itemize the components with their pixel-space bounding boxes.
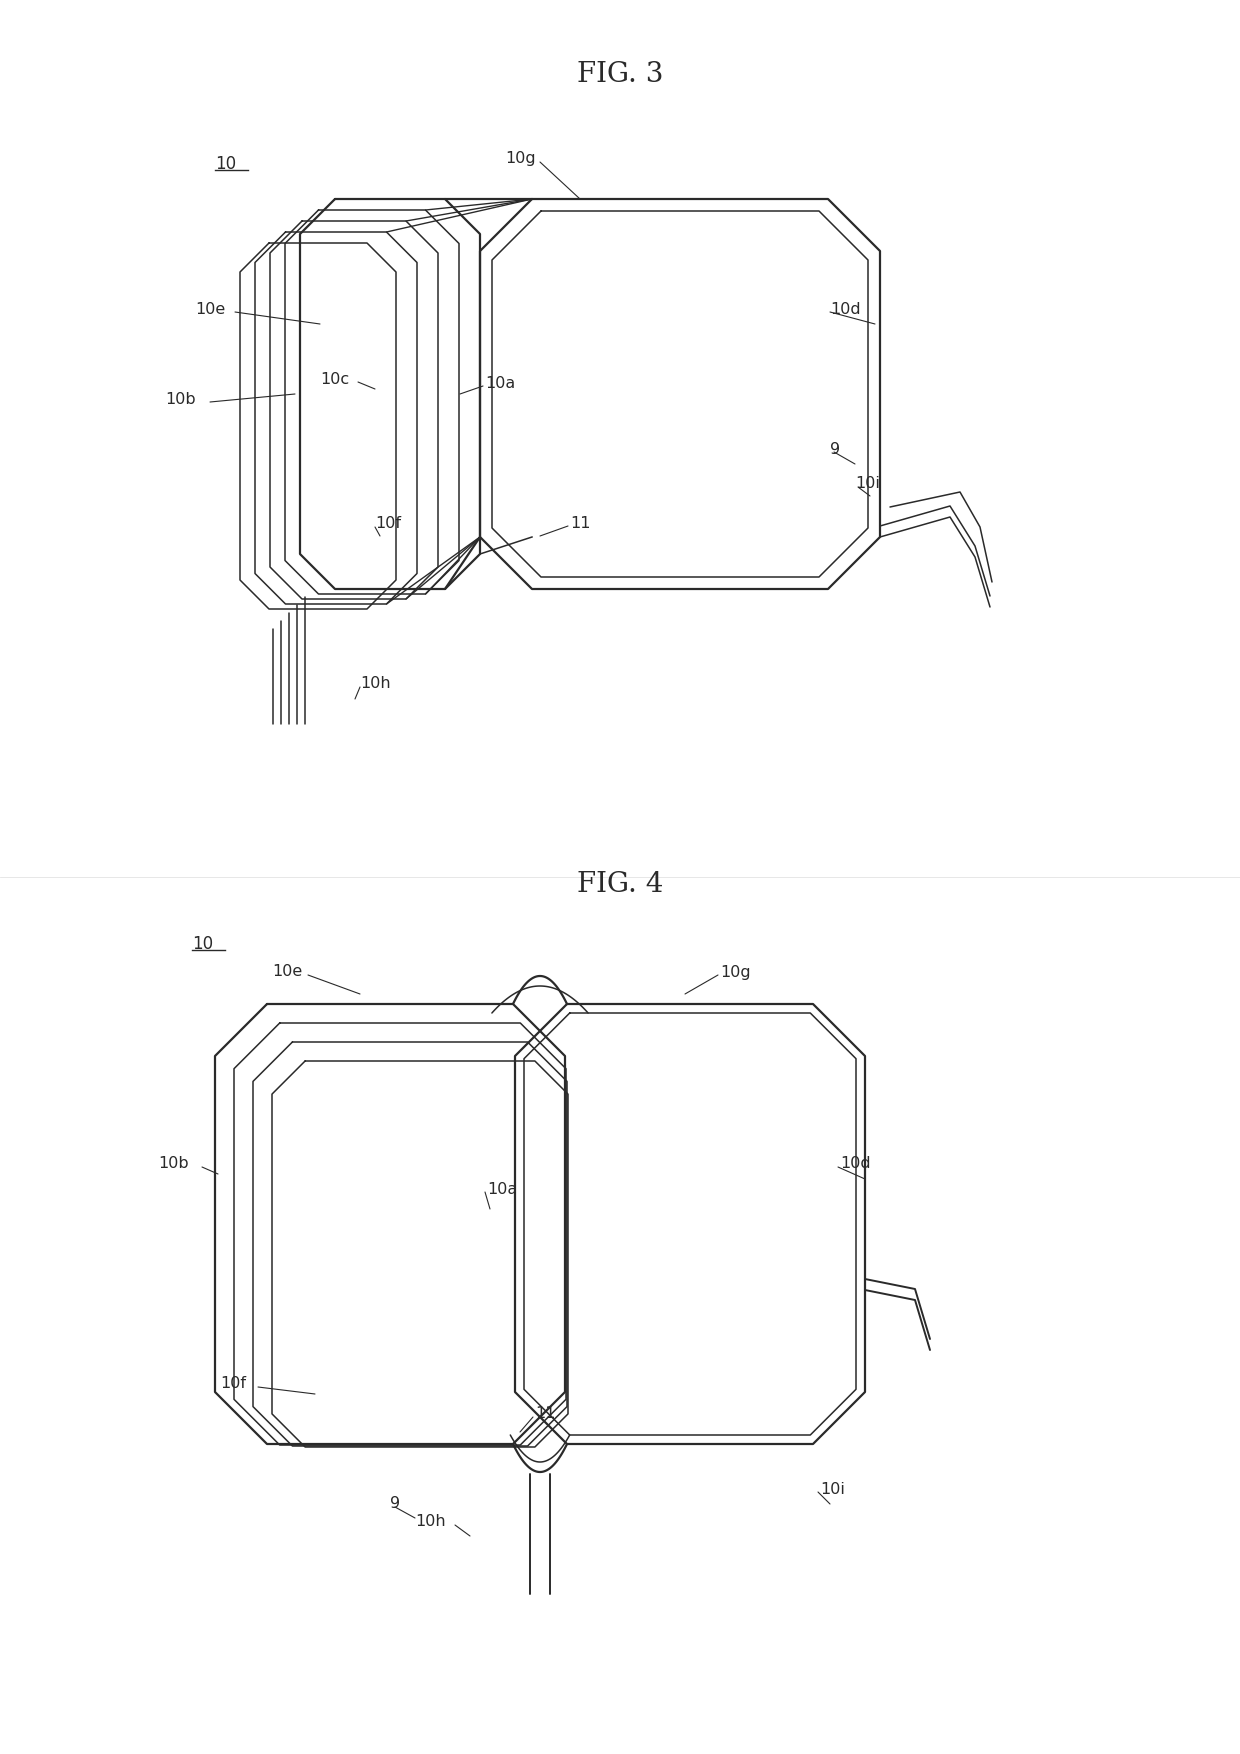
Text: 10g: 10g xyxy=(505,151,536,167)
Text: 9: 9 xyxy=(391,1496,401,1512)
Text: 10e: 10e xyxy=(272,965,303,979)
Text: 10e: 10e xyxy=(195,302,226,316)
Text: 10g: 10g xyxy=(720,965,750,979)
Text: FIG. 3: FIG. 3 xyxy=(577,60,663,88)
Text: 10a: 10a xyxy=(487,1182,517,1196)
Text: 10i: 10i xyxy=(856,477,880,491)
Text: 10: 10 xyxy=(192,935,213,952)
Text: 10c: 10c xyxy=(320,372,350,386)
Text: 10f: 10f xyxy=(374,516,401,531)
Text: 10f: 10f xyxy=(219,1377,246,1391)
Text: 10b: 10b xyxy=(165,391,196,407)
Text: 10: 10 xyxy=(215,154,236,174)
Text: 9: 9 xyxy=(830,442,841,456)
Text: 11: 11 xyxy=(534,1407,556,1421)
Text: 10i: 10i xyxy=(820,1482,844,1496)
Text: 10d: 10d xyxy=(830,302,861,316)
Text: 10a: 10a xyxy=(485,377,516,391)
Text: 10d: 10d xyxy=(839,1156,870,1172)
Text: 10b: 10b xyxy=(157,1156,188,1172)
Text: FIG. 4: FIG. 4 xyxy=(577,870,663,898)
Text: 11: 11 xyxy=(570,516,590,531)
Text: 10h: 10h xyxy=(415,1514,445,1529)
Text: 10h: 10h xyxy=(360,677,391,691)
